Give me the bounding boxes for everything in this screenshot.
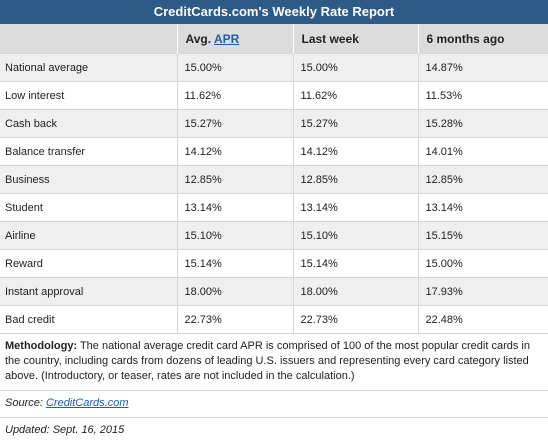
source-link[interactable]: CreditCards.com — [45, 397, 129, 409]
source-label: Source: — [5, 397, 46, 409]
table-body: National average 15.00% 15.00% 14.87% Low in… — [0, 53, 548, 333]
apr-link[interactable]: APR — [213, 31, 240, 46]
table-row: Cash back 15.27% 15.27% 15.28% — [0, 109, 548, 138]
header-avg-apr: Avg. APR — [176, 24, 293, 54]
header-category — [0, 24, 177, 54]
table-row: Business 12.85% 12.85% 12.85% — [0, 165, 548, 194]
table-row: Student 13.14% 13.14% 13.14% — [0, 193, 548, 222]
row-last-week: 14.12% — [292, 137, 418, 166]
row-category: National average — [0, 53, 177, 82]
row-last-week: 15.10% — [292, 221, 418, 250]
row-six-months: 17.93% — [417, 277, 548, 306]
header-avg-prefix: Avg. — [185, 31, 214, 46]
row-avg-apr: 15.10% — [176, 221, 293, 250]
source-line: Source: CreditCards.com — [0, 390, 548, 417]
table-row: Reward 15.14% 15.14% 15.00% — [0, 249, 548, 278]
row-six-months: 22.48% — [417, 305, 548, 333]
rate-table: Avg. APR Last week 6 months ago National… — [0, 24, 548, 333]
row-six-months: 15.15% — [417, 221, 548, 250]
table-row: Bad credit 22.73% 22.73% 22.48% — [0, 305, 548, 333]
row-six-months: 13.14% — [417, 193, 548, 222]
methodology-label: Methodology: — [5, 340, 78, 352]
row-avg-apr: 18.00% — [176, 277, 293, 306]
row-last-week: 15.00% — [292, 53, 418, 82]
header-six-months: 6 months ago — [417, 24, 548, 54]
row-last-week: 12.85% — [292, 165, 418, 194]
methodology-note: Methodology: The national average credit… — [0, 333, 548, 390]
row-last-week: 11.62% — [292, 81, 418, 110]
row-category: Business — [0, 165, 177, 194]
row-six-months: 15.00% — [417, 249, 548, 278]
row-category: Student — [0, 193, 177, 222]
table-row: Instant approval 18.00% 18.00% 17.93% — [0, 277, 548, 306]
methodology-text: The national average credit card APR is … — [5, 340, 530, 382]
row-avg-apr: 13.14% — [176, 193, 293, 222]
row-avg-apr: 14.12% — [176, 137, 293, 166]
table-row: Low interest 11.62% 11.62% 11.53% — [0, 81, 548, 110]
row-six-months: 15.28% — [417, 109, 548, 138]
row-category: Airline — [0, 221, 177, 250]
row-category: Balance transfer — [0, 137, 177, 166]
row-six-months: 14.87% — [417, 53, 548, 82]
table-row: National average 15.00% 15.00% 14.87% — [0, 53, 548, 82]
row-category: Reward — [0, 249, 177, 278]
row-last-week: 13.14% — [292, 193, 418, 222]
row-avg-apr: 11.62% — [176, 81, 293, 110]
table-row: Airline 15.10% 15.10% 15.15% — [0, 221, 548, 250]
row-avg-apr: 22.73% — [176, 305, 293, 333]
row-last-week: 22.73% — [292, 305, 418, 333]
report-title: CreditCards.com's Weekly Rate Report — [0, 0, 548, 24]
row-category: Instant approval — [0, 277, 177, 306]
row-avg-apr: 15.14% — [176, 249, 293, 278]
table-header-row: Avg. APR Last week 6 months ago — [0, 24, 548, 54]
row-six-months: 12.85% — [417, 165, 548, 194]
row-category: Cash back — [0, 109, 177, 138]
row-last-week: 15.14% — [292, 249, 418, 278]
row-last-week: 18.00% — [292, 277, 418, 306]
header-last-week: Last week — [292, 24, 418, 54]
row-category: Bad credit — [0, 305, 177, 333]
row-last-week: 15.27% — [292, 109, 418, 138]
row-avg-apr: 15.00% — [176, 53, 293, 82]
updated-line: Updated: Sept. 16, 2015 — [0, 417, 548, 444]
row-six-months: 14.01% — [417, 137, 548, 166]
row-six-months: 11.53% — [417, 81, 548, 110]
row-avg-apr: 12.85% — [176, 165, 293, 194]
row-category: Low interest — [0, 81, 177, 110]
row-avg-apr: 15.27% — [176, 109, 293, 138]
table-row: Balance transfer 14.12% 14.12% 14.01% — [0, 137, 548, 166]
